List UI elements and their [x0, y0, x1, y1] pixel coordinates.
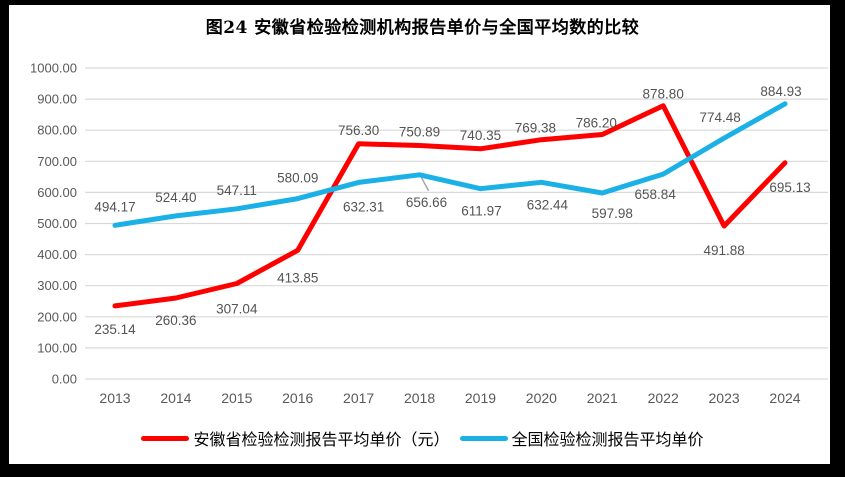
- frame-border-top: [0, 0, 845, 5]
- x-axis-tick-label: 2014: [160, 390, 191, 406]
- label-leader-line: [420, 177, 430, 192]
- legend-label-anhui: 安徽省检验检测报告平均单价（元）: [193, 430, 450, 449]
- y-axis-tick-label: 400.00: [37, 247, 77, 262]
- x-axis-tick-label: 2017: [343, 390, 374, 406]
- series-line-0[interactable]: [112, 103, 788, 309]
- x-axis-tick-label: 2015: [221, 390, 252, 406]
- data-label: 878.80: [643, 87, 684, 102]
- national-line-swatch-icon: [459, 435, 508, 441]
- data-label: 547.11: [217, 183, 257, 198]
- x-axis-tick-label: 2020: [526, 390, 557, 406]
- y-axis-tick-label: 500.00: [37, 216, 77, 231]
- y-axis-tick-label: 800.00: [37, 123, 77, 138]
- data-label: 786.20: [576, 115, 617, 130]
- data-label: 884.93: [760, 84, 801, 99]
- y-axis-tick-label: 600.00: [37, 185, 77, 200]
- data-label: 656.66: [406, 195, 447, 210]
- legend-item-anhui[interactable]: 安徽省检验检测报告平均单价（元）: [141, 426, 450, 450]
- x-axis-tick-label: 2023: [709, 390, 740, 406]
- data-label: 632.44: [527, 197, 569, 212]
- frame-border-right: [830, 0, 845, 477]
- data-label: 235.14: [94, 322, 136, 337]
- x-axis-tick-label: 2019: [465, 390, 496, 406]
- x-axis-tick-label: 2013: [99, 390, 130, 406]
- x-axis-tick-label: 2016: [282, 390, 313, 406]
- y-axis-tick-label: 300.00: [37, 278, 77, 293]
- y-axis-tick-label: 700.00: [37, 154, 77, 169]
- data-label: 491.88: [703, 243, 744, 258]
- data-label: 580.09: [277, 171, 318, 186]
- data-label: 658.84: [635, 187, 677, 202]
- y-axis-tick-label: 200.00: [37, 309, 77, 324]
- data-label: 769.38: [515, 121, 556, 136]
- data-label: 740.35: [460, 128, 501, 143]
- data-label: 774.48: [699, 110, 740, 125]
- data-label: 524.40: [155, 190, 196, 205]
- x-axis-tick-label: 2018: [404, 390, 435, 406]
- data-label: 750.89: [399, 124, 440, 139]
- x-axis-tick-label: 2022: [648, 390, 679, 406]
- frame-border-left: [0, 0, 9, 477]
- y-axis-tick-label: 100.00: [37, 340, 77, 355]
- y-axis-tick-label: 1000.00: [30, 61, 77, 76]
- series-line-1[interactable]: [112, 101, 788, 228]
- anhui-line-swatch-icon: [141, 435, 190, 441]
- data-label: 695.13: [769, 180, 810, 195]
- x-axis-tick-label: 2021: [587, 390, 618, 406]
- data-label: 260.36: [155, 313, 196, 328]
- legend: 安徽省检验检测报告平均单价（元） 全国检验检测报告平均单价: [0, 426, 845, 450]
- legend-label-national: 全国检验检测报告平均单价: [511, 430, 704, 449]
- frame-border-bottom: [0, 464, 845, 477]
- data-label: 756.30: [338, 123, 379, 138]
- data-label: 611.97: [461, 204, 501, 219]
- data-label: 632.31: [343, 199, 384, 214]
- chart-title: 图24 安徽省检验检测机构报告单价与全国平均数的比较: [205, 18, 640, 38]
- y-axis-tick-label: 0.00: [52, 372, 77, 387]
- data-label: 494.17: [94, 199, 135, 214]
- y-axis-tick-label: 900.00: [37, 92, 77, 107]
- legend-item-national[interactable]: 全国检验检测报告平均单价: [459, 426, 704, 450]
- data-label: 307.04: [216, 302, 258, 317]
- data-label: 413.85: [277, 270, 318, 285]
- x-axis-tick-label: 2024: [769, 390, 800, 406]
- data-label: 597.98: [592, 206, 633, 221]
